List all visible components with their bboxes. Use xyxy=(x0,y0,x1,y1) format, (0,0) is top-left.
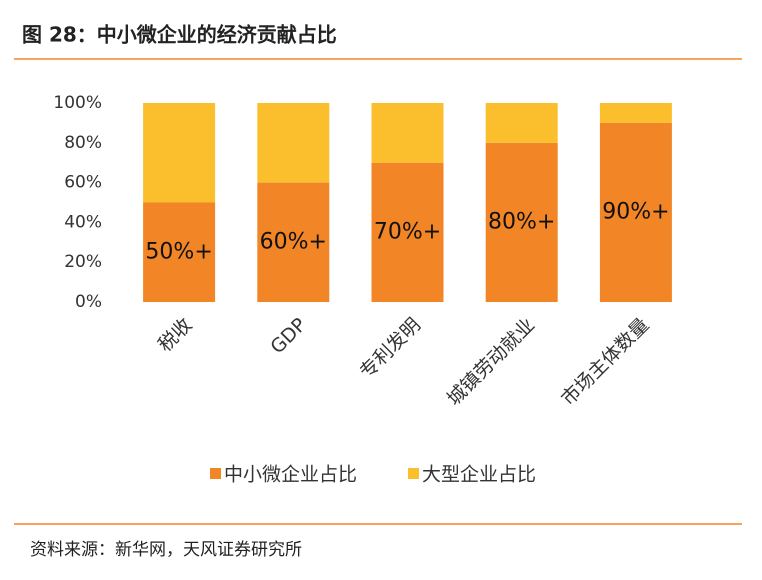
data-label: 80%+ xyxy=(488,209,555,234)
y-tick-label: 100% xyxy=(53,93,102,113)
data-label: 90%+ xyxy=(602,199,669,224)
x-tick-label: 城镇劳动就业 xyxy=(443,314,539,410)
legend-label: 中小微企业占比 xyxy=(224,464,357,486)
x-tick-label: 专利发明 xyxy=(356,314,425,383)
bar-segment xyxy=(371,103,444,163)
y-tick-label: 40% xyxy=(64,212,102,232)
y-tick-label: 20% xyxy=(64,252,102,272)
x-tick-label: 税收 xyxy=(154,314,196,356)
bar-segment xyxy=(143,202,216,302)
data-label: 50%+ xyxy=(145,239,212,264)
bar-segment xyxy=(143,103,216,203)
bar-segment xyxy=(485,142,558,302)
source: 资料来源：新华网，天风证券研究所 xyxy=(30,540,302,560)
y-tick-label: 80% xyxy=(64,133,102,153)
x-tick-label: GDP xyxy=(266,314,310,358)
legend-label: 大型企业占比 xyxy=(422,464,536,486)
y-tick-label: 60% xyxy=(64,173,102,193)
x-tick-label: 市场主体数量 xyxy=(557,314,653,410)
bar-segment xyxy=(599,103,672,123)
bar-segment xyxy=(371,162,444,302)
y-tick-label: 0% xyxy=(75,292,102,312)
bar-segment xyxy=(257,103,330,183)
bar-segment xyxy=(257,182,330,302)
bar-segment xyxy=(485,103,558,143)
bar-segment xyxy=(599,122,672,303)
legend-swatch xyxy=(210,468,221,479)
legend-swatch xyxy=(408,468,419,479)
data-label: 70%+ xyxy=(374,219,441,244)
data-label: 60%+ xyxy=(260,229,327,254)
chart-title: 图 28：中小微企业的经济贡献占比 xyxy=(22,23,337,47)
